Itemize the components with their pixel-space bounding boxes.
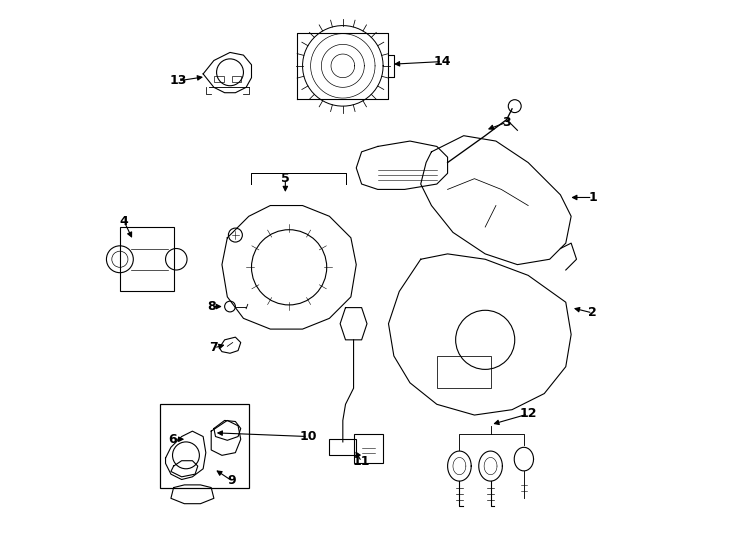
Text: 7: 7 — [209, 341, 218, 354]
Text: 13: 13 — [170, 75, 186, 87]
Bar — [160, 404, 249, 488]
Bar — [214, 76, 224, 82]
Bar — [330, 439, 356, 455]
Text: 3: 3 — [502, 116, 511, 129]
Bar — [232, 76, 241, 82]
Bar — [354, 434, 383, 463]
Text: 4: 4 — [120, 215, 128, 228]
Text: 14: 14 — [434, 55, 451, 68]
Text: 5: 5 — [281, 172, 290, 185]
Text: 1: 1 — [588, 191, 597, 204]
Bar — [120, 227, 174, 292]
Text: 10: 10 — [299, 430, 316, 443]
Text: 8: 8 — [207, 300, 216, 313]
Text: 6: 6 — [168, 433, 177, 446]
Text: 9: 9 — [228, 474, 236, 487]
Text: 11: 11 — [353, 455, 371, 468]
Bar — [437, 356, 490, 388]
Text: 12: 12 — [520, 408, 537, 421]
Text: 2: 2 — [588, 307, 597, 320]
